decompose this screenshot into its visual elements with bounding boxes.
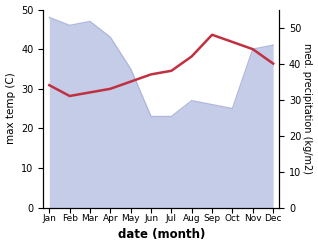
X-axis label: date (month): date (month) — [118, 228, 205, 242]
Y-axis label: max temp (C): max temp (C) — [5, 73, 16, 144]
Y-axis label: med. precipitation (kg/m2): med. precipitation (kg/m2) — [302, 43, 313, 174]
